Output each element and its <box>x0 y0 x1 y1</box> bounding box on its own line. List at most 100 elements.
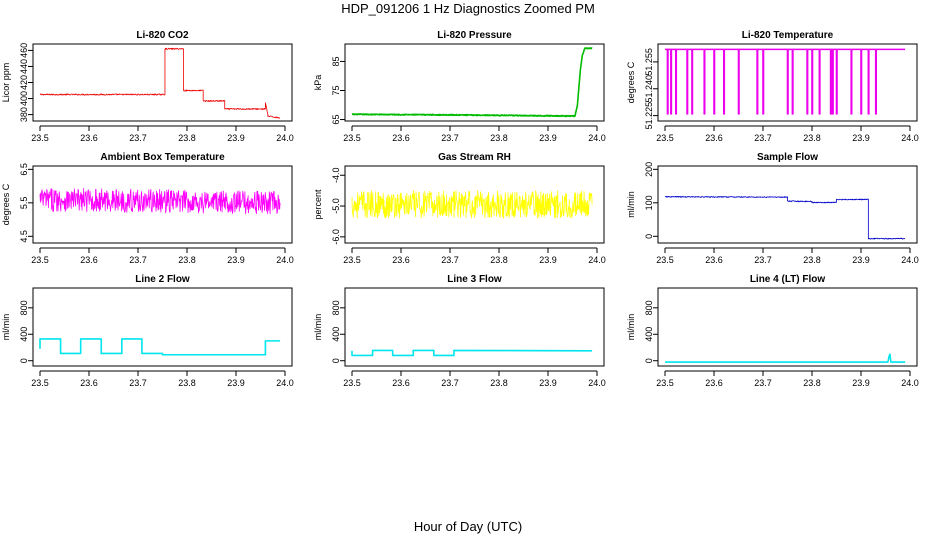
y-tick-label: 65 <box>331 115 341 125</box>
series-line <box>665 48 906 115</box>
x-tick-label: 23.6 <box>80 255 98 265</box>
y-tick-label: 5.5 <box>19 197 29 210</box>
x-tick-label: 23.7 <box>129 255 147 265</box>
plot-frame <box>32 165 293 244</box>
x-tick-label: 24.0 <box>588 255 606 265</box>
series-line <box>39 338 281 356</box>
y-tick-label: -6.0 <box>331 229 341 245</box>
y-tick-label: 200 <box>644 162 654 177</box>
plot-frame <box>657 43 918 122</box>
figure-xlabel: Hour of Day (UTC) <box>414 519 522 534</box>
y-tick-label: -5.0 <box>331 198 341 214</box>
y-tick-label: 400 <box>331 327 341 342</box>
y-tick-label: 51.225 <box>644 102 654 130</box>
x-tick-label: 23.9 <box>227 255 245 265</box>
x-tick-label: 23.8 <box>803 255 821 265</box>
plot-frame <box>657 165 918 244</box>
x-tick-label: 23.8 <box>178 133 196 143</box>
x-tick-label: 24.0 <box>276 378 294 388</box>
x-tick-label: 23.7 <box>441 133 459 143</box>
series-line <box>39 188 281 215</box>
x-tick-label: 24.0 <box>901 255 919 265</box>
y-axis-label: ml/min <box>626 191 636 218</box>
y-tick-label: 800 <box>644 300 654 315</box>
figure-title: HDP_091206 1 Hz Diagnostics Zoomed PM <box>341 1 595 16</box>
y-tick-label: 460 <box>19 43 29 58</box>
panel-2: Li-820 Pressure kPa 23.5 23.6 23.7 23.8 23.9 24… <box>313 30 606 143</box>
x-tick-label: 23.8 <box>178 255 196 265</box>
panel-9: Line 4 (LT) Flow ml/min 23.5 23.6 23.7 23.8 23… <box>626 274 919 388</box>
x-tick-label: 23.5 <box>656 133 674 143</box>
x-tick-label: 23.5 <box>343 133 361 143</box>
plot-frame <box>344 287 605 367</box>
x-tick-label: 23.7 <box>754 133 772 143</box>
panel-7: Line 2 Flow ml/min 23.5 23.6 23.7 23.8 23.9 24.… <box>1 274 294 388</box>
panel-title: Line 4 (LT) Flow <box>750 274 826 285</box>
series-line <box>39 47 281 119</box>
x-tick-label: 24.0 <box>276 133 294 143</box>
x-tick-label: 24.0 <box>276 255 294 265</box>
y-tick-label: 0 <box>19 358 29 363</box>
x-tick-label: 23.8 <box>490 133 508 143</box>
y-axis-label: Licor ppm <box>1 63 11 103</box>
x-tick-label: 23.6 <box>705 378 723 388</box>
plot-frame <box>344 165 605 244</box>
x-tick-label: 23.8 <box>490 378 508 388</box>
y-tick-label: 0 <box>644 358 654 363</box>
series-line <box>351 190 593 219</box>
panel-title: Ambient Box Temperature <box>100 152 225 163</box>
x-tick-label: 24.0 <box>901 378 919 388</box>
x-tick-label: 23.6 <box>392 378 410 388</box>
panel-8: Line 3 Flow ml/min 23.5 23.6 23.7 23.8 23.9 24.… <box>313 274 606 388</box>
plot-frame <box>344 43 605 122</box>
y-tick-label: 51.240 <box>644 75 654 103</box>
x-tick-label: 23.5 <box>31 378 49 388</box>
x-tick-label: 23.9 <box>539 378 557 388</box>
y-axis-label: percent <box>313 189 323 220</box>
y-axis-label: ml/min <box>1 314 11 341</box>
panel-title: Sample Flow <box>757 152 818 163</box>
x-tick-label: 23.7 <box>441 378 459 388</box>
y-tick-label: 85 <box>331 56 341 66</box>
x-tick-label: 23.5 <box>31 255 49 265</box>
panel-title: Line 2 Flow <box>135 274 190 285</box>
panel-5: Gas Stream RH percent 23.5 23.6 23.7 23.8 23.9… <box>313 152 606 265</box>
series-line <box>665 353 906 363</box>
y-axis-label: degrees C <box>1 183 11 225</box>
y-tick-label: -4.0 <box>331 167 341 183</box>
y-tick-label: 400 <box>644 327 654 342</box>
x-tick-label: 24.0 <box>588 378 606 388</box>
y-axis-label: kPa <box>313 75 323 91</box>
x-tick-label: 23.9 <box>539 255 557 265</box>
x-tick-label: 23.5 <box>31 133 49 143</box>
x-tick-label: 23.9 <box>852 255 870 265</box>
y-tick-label: 6.5 <box>19 163 29 176</box>
y-tick-label: 800 <box>331 300 341 315</box>
series-line <box>351 349 593 357</box>
panels: Li-820 CO2 Licor ppm 23.5 23.6 23.7 23.8 23.9 2… <box>1 30 919 388</box>
y-tick-label: 400 <box>19 327 29 342</box>
x-tick-label: 23.7 <box>129 133 147 143</box>
x-tick-label: 23.6 <box>80 378 98 388</box>
y-tick-label: 0 <box>644 234 654 239</box>
plot-frame <box>657 287 918 367</box>
panel-1: Li-820 CO2 Licor ppm 23.5 23.6 23.7 23.8 23.9 2… <box>1 30 294 143</box>
x-tick-label: 23.6 <box>392 255 410 265</box>
x-tick-label: 23.9 <box>852 133 870 143</box>
y-tick-label: 4.5 <box>19 230 29 243</box>
x-tick-label: 24.0 <box>901 133 919 143</box>
x-tick-label: 23.8 <box>803 133 821 143</box>
x-tick-label: 23.9 <box>539 133 557 143</box>
panel-title: Li-820 Temperature <box>742 30 834 41</box>
series-line <box>664 195 906 240</box>
x-tick-label: 23.7 <box>129 378 147 388</box>
x-tick-label: 23.5 <box>656 255 674 265</box>
panel-6: Sample Flow ml/min 23.5 23.6 23.7 23.8 23.9 24.… <box>626 152 919 265</box>
x-tick-label: 23.6 <box>80 133 98 143</box>
x-tick-label: 23.6 <box>392 133 410 143</box>
plot-frame <box>32 287 293 367</box>
x-tick-label: 23.5 <box>656 378 674 388</box>
x-tick-label: 23.6 <box>705 255 723 265</box>
